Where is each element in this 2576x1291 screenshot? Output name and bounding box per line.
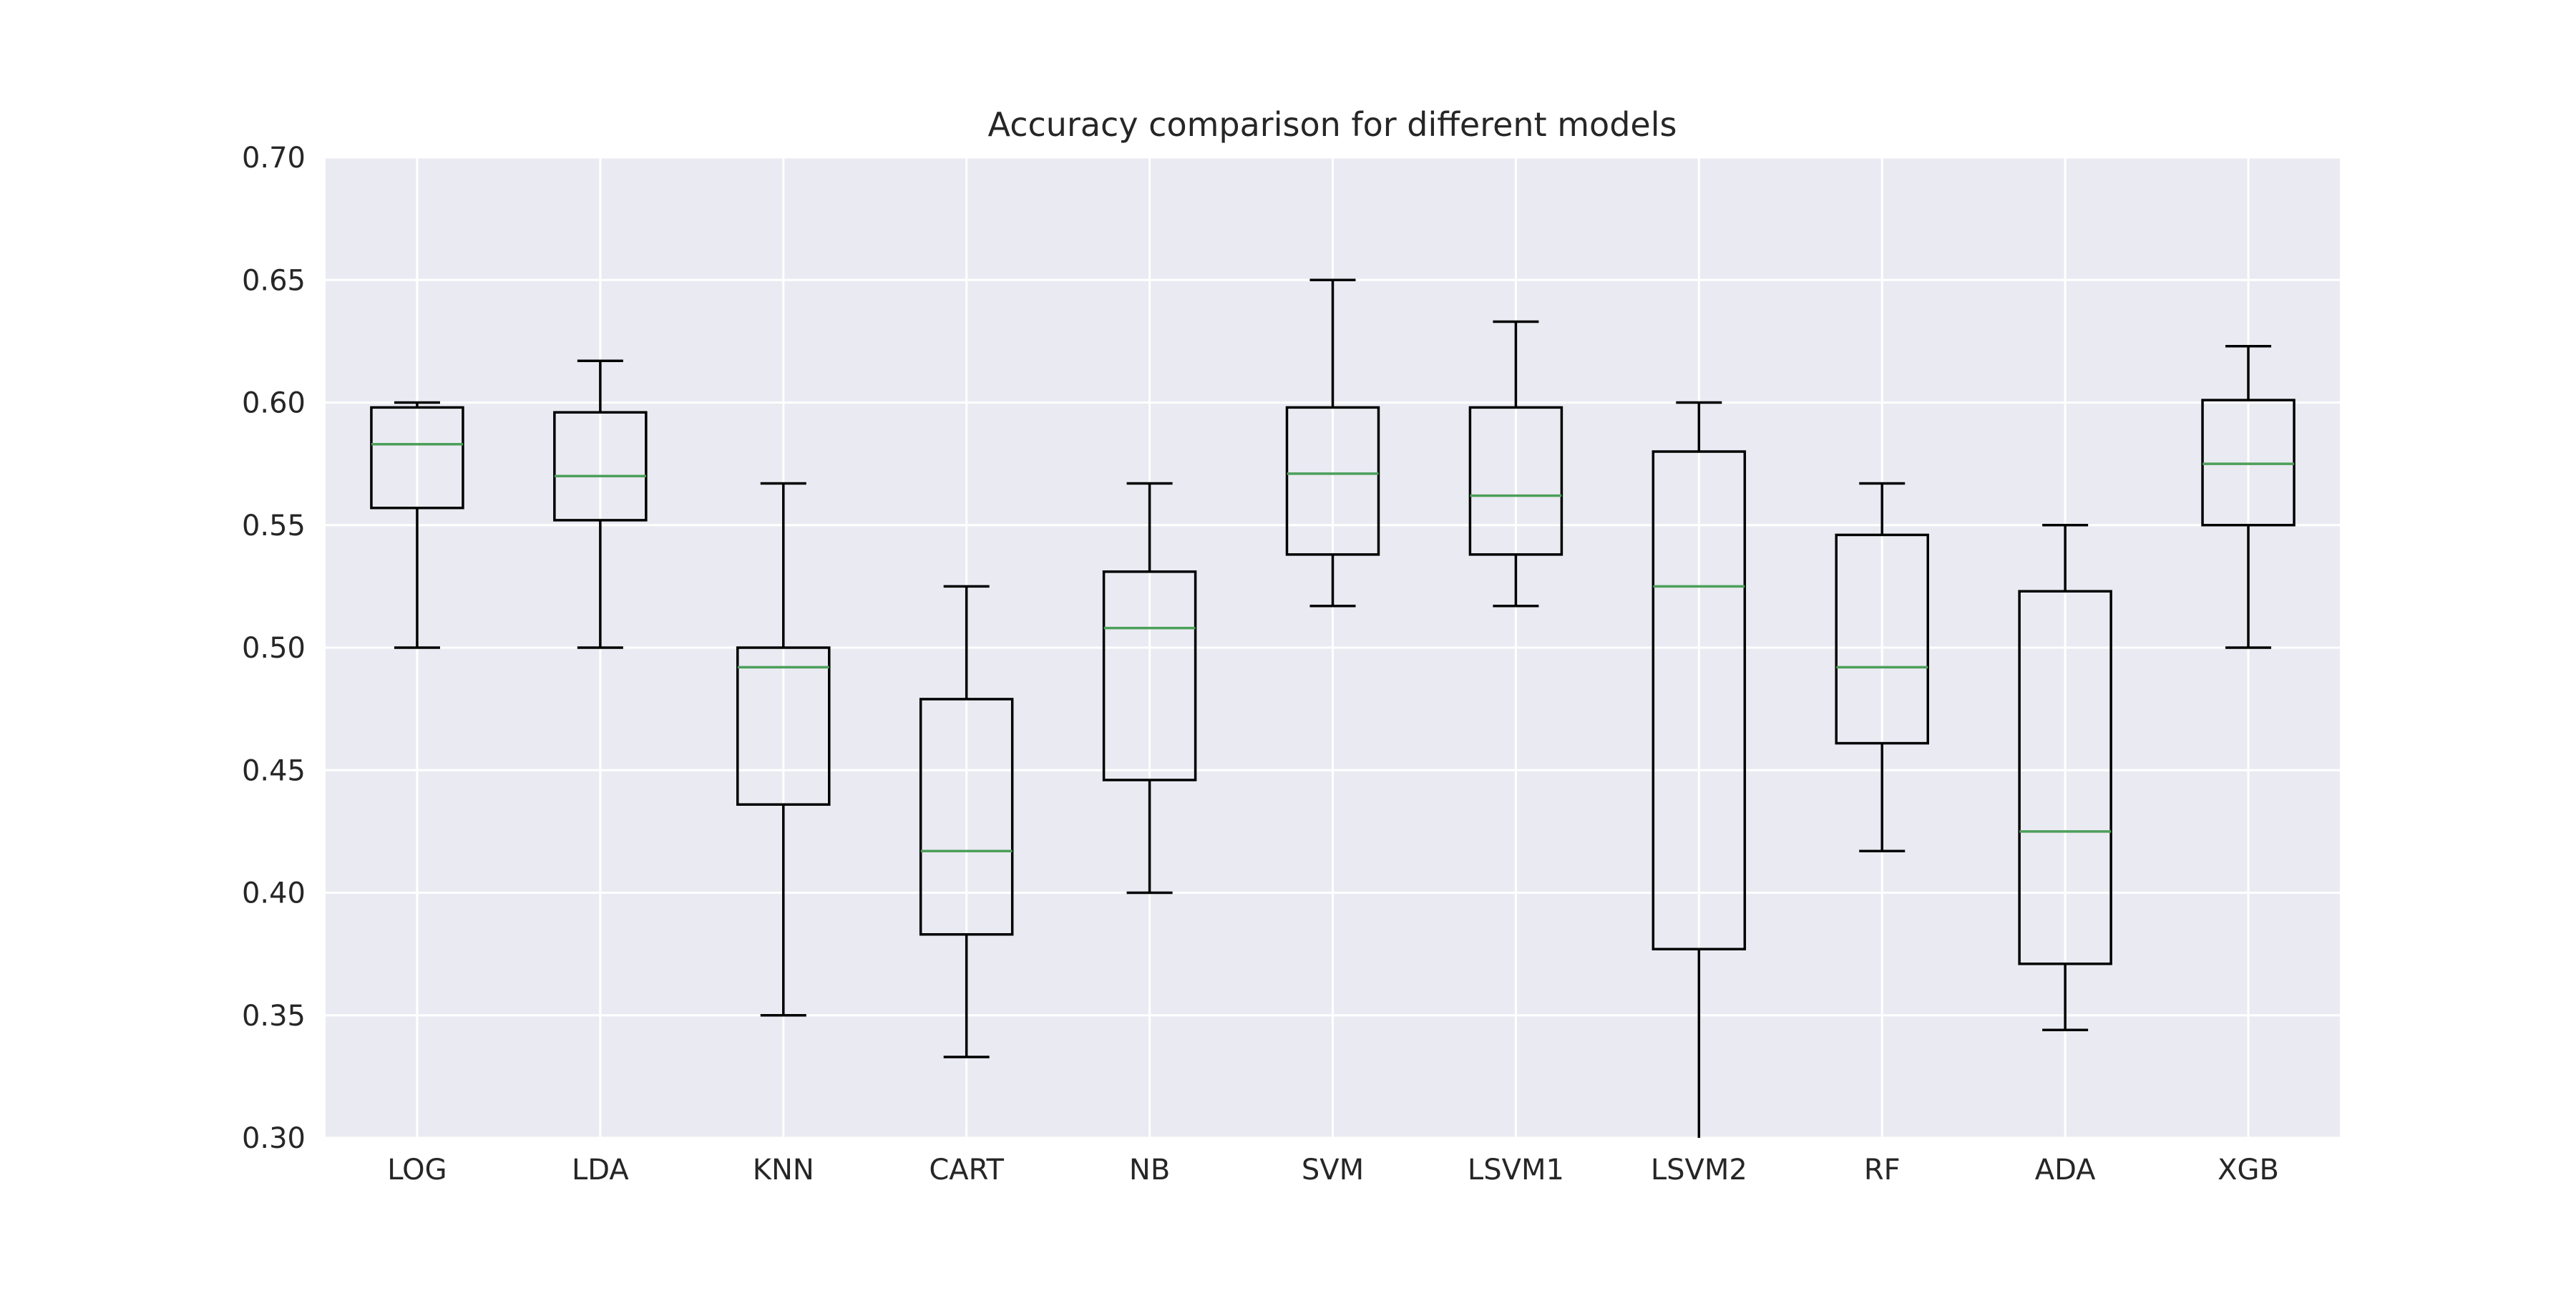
x-tick-label: NB bbox=[1129, 1154, 1170, 1187]
y-tick-label: 0.30 bbox=[242, 1122, 306, 1155]
box-body bbox=[1652, 450, 1747, 951]
y-tick-label: 0.65 bbox=[242, 264, 306, 297]
y-tick-label: 0.45 bbox=[242, 754, 306, 787]
box-body bbox=[736, 646, 831, 806]
x-tick-label: ADA bbox=[2035, 1154, 2096, 1187]
x-tick-label: RF bbox=[1864, 1154, 1901, 1187]
chart-title: Accuracy comparison for different models bbox=[988, 105, 1677, 144]
y-tick-label: 0.40 bbox=[242, 877, 306, 910]
box-body bbox=[1468, 406, 1563, 556]
x-tick-label: LOG bbox=[387, 1154, 447, 1187]
y-tick-label: 0.35 bbox=[242, 1000, 306, 1033]
y-tick-label: 0.70 bbox=[242, 142, 306, 175]
box-body bbox=[2018, 590, 2112, 965]
x-tick-label: KNN bbox=[753, 1154, 814, 1187]
box-body bbox=[370, 406, 464, 510]
y-tick-label: 0.50 bbox=[242, 632, 306, 665]
x-tick-label: LSVM1 bbox=[1468, 1154, 1564, 1187]
x-tick-label: SVM bbox=[1302, 1154, 1364, 1187]
x-tick-label: CART bbox=[929, 1154, 1004, 1187]
box-body bbox=[1285, 406, 1380, 556]
x-tick-label: LSVM2 bbox=[1651, 1154, 1747, 1187]
box-body bbox=[1102, 570, 1197, 781]
box-body bbox=[1835, 533, 1929, 745]
box-body bbox=[553, 411, 648, 522]
x-tick-label: LDA bbox=[572, 1154, 629, 1187]
x-tick-label: XGB bbox=[2218, 1154, 2279, 1187]
y-tick-label: 0.55 bbox=[242, 510, 306, 542]
box-body bbox=[919, 698, 1014, 936]
plot-area: 0.30 0.35 0.40 0.45 0.50 0.55 0.60 0.65 0.70 LOG L… bbox=[242, 142, 2340, 1187]
y-tick-label: 0.60 bbox=[242, 387, 306, 420]
